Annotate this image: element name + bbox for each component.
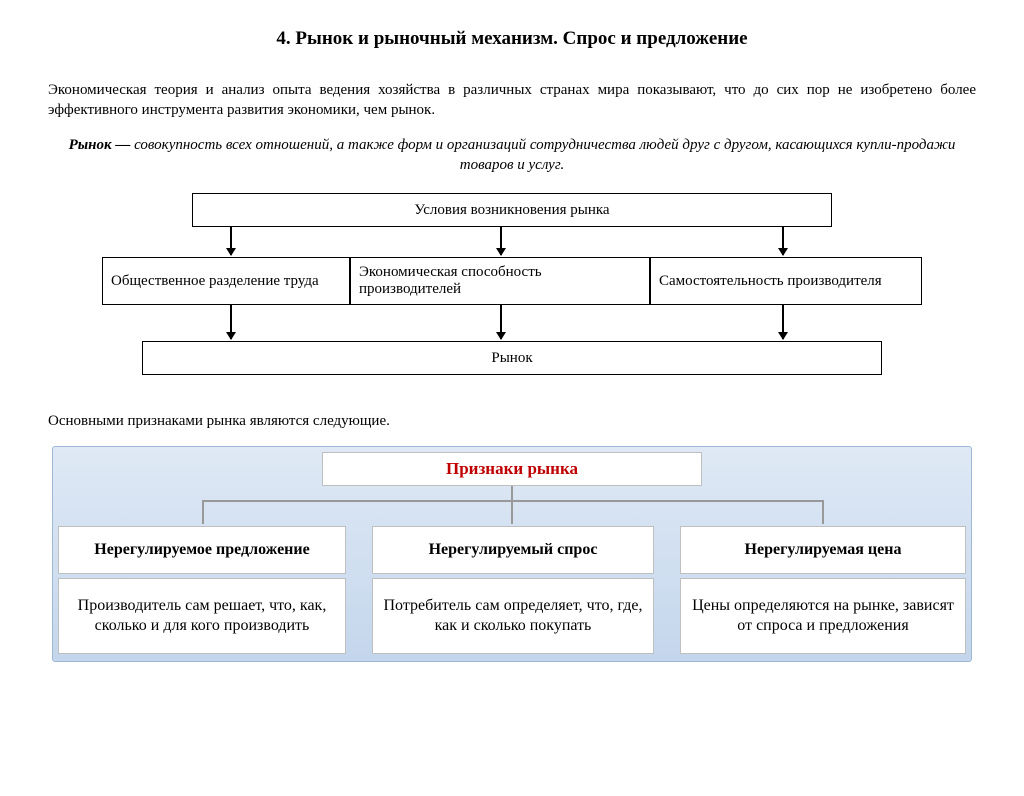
arrow-top-1 <box>230 227 232 255</box>
definition-term: Рынок — <box>69 137 131 153</box>
subhead-text: Основными признаками рынка являются след… <box>48 413 976 430</box>
cond-box-2: Экономическая способность производителей <box>350 257 650 305</box>
col-body-3: Цены определяются на рынке, зависят от с… <box>680 578 966 654</box>
signs-diagram: Признаки рынка Нерегулируемое предложени… <box>52 446 972 662</box>
definition-body: совокупность всех отношений, а также фор… <box>134 137 955 173</box>
arrow-bot-3 <box>782 305 784 339</box>
conn-v-col1 <box>202 500 204 524</box>
result-box: Рынок <box>142 341 882 375</box>
col-body-2: Потребитель сам определяет, что, где, ка… <box>372 578 654 654</box>
page-title: 4. Рынок и рыночный механизм. Спрос и пр… <box>0 28 1024 50</box>
cond-box-3: Самостоятельность производителя <box>650 257 922 305</box>
col-head-1: Нерегулируемое предложение <box>58 526 346 574</box>
conn-v-col3 <box>822 500 824 524</box>
conditions-diagram: Условия возникновения рынка Общественное… <box>102 193 922 403</box>
definition-text: Рынок — совокупность всех отношений, а т… <box>48 135 976 176</box>
conn-v-title <box>511 486 513 500</box>
arrow-bot-2 <box>500 305 502 339</box>
cond-box-1: Общественное разделение труда <box>102 257 350 305</box>
col-body-1: Производитель сам решает, что, как, скол… <box>58 578 346 654</box>
col-head-2: Нерегулируемый спрос <box>372 526 654 574</box>
arrow-top-3 <box>782 227 784 255</box>
signs-title-box: Признаки рынка <box>322 452 702 486</box>
conn-v-col2 <box>511 500 513 524</box>
arrow-bot-1 <box>230 305 232 339</box>
col-head-3: Нерегулируемая цена <box>680 526 966 574</box>
root-box: Условия возникновения рынка <box>192 193 832 227</box>
intro-text: Экономическая теория и анализ опыта веде… <box>48 80 976 121</box>
arrow-top-2 <box>500 227 502 255</box>
